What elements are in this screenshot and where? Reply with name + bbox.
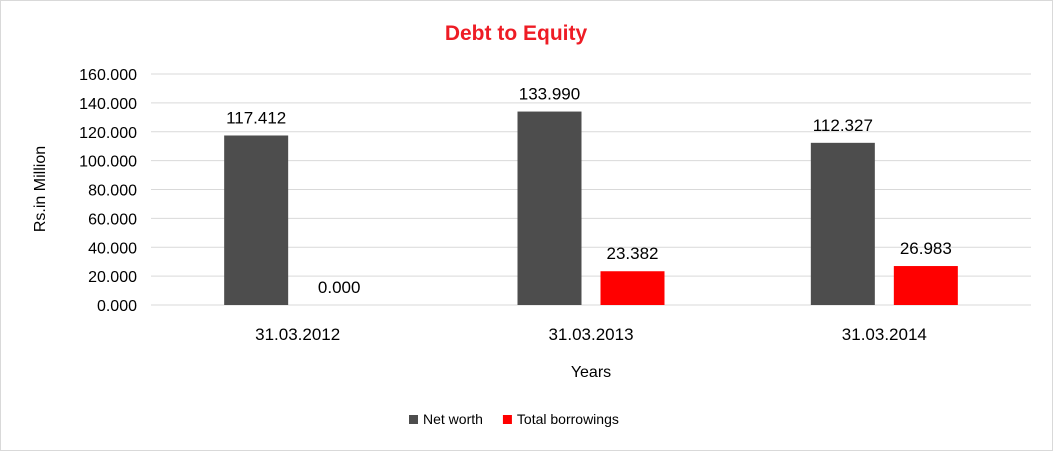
- y-tick-label: 20.000: [88, 269, 137, 286]
- data-label: 26.983: [900, 239, 952, 258]
- y-tick-label: 60.000: [88, 211, 137, 228]
- bar-net-worth: [810, 142, 875, 305]
- data-label: 117.412: [226, 108, 286, 127]
- y-tick-label: 120.000: [79, 125, 137, 142]
- y-tick-label: 140.000: [79, 96, 137, 113]
- data-label: 112.327: [813, 116, 873, 135]
- y-axis-ticks: 0.000 20.000 40.000 60.000 80.000 100.000 120.…: [79, 67, 137, 315]
- y-tick-label: 0.000: [97, 298, 137, 315]
- data-label: 133.990: [519, 85, 580, 104]
- bars: [224, 111, 958, 305]
- gridlines: [151, 73, 1031, 306]
- legend-swatch: [502, 415, 512, 424]
- y-tick-label: 80.000: [88, 183, 137, 200]
- y-axis-title: Rs.in Million: [32, 146, 49, 232]
- bar-net-worth: [224, 135, 289, 305]
- data-labels: 117.412 0.000 133.990 23.382 112.327 26.983: [226, 85, 952, 297]
- data-label: 23.382: [607, 244, 659, 263]
- y-tick-label: 40.000: [88, 240, 137, 257]
- x-category-label: 31.03.2014: [842, 325, 927, 344]
- y-tick-label: 100.000: [79, 154, 137, 171]
- legend-swatch: [409, 415, 418, 424]
- data-label: 0.000: [318, 278, 361, 297]
- x-axis-categories: 31.03.2012 31.03.2013 31.03.2014: [255, 325, 927, 344]
- legend-label: Net worth: [423, 411, 483, 427]
- chart-title: Debt to Equity: [445, 22, 588, 45]
- bar-total-borrowings: [600, 271, 665, 305]
- y-tick-label: 160.000: [79, 67, 137, 84]
- x-axis-title: Years: [571, 364, 611, 381]
- bar-net-worth: [517, 111, 582, 305]
- x-category-label: 31.03.2012: [255, 325, 340, 344]
- bar-total-borrowings: [893, 266, 958, 305]
- legend: Net worth Total borrowings: [409, 411, 619, 427]
- legend-label: Total borrowings: [517, 411, 619, 427]
- x-category-label: 31.03.2013: [548, 325, 633, 344]
